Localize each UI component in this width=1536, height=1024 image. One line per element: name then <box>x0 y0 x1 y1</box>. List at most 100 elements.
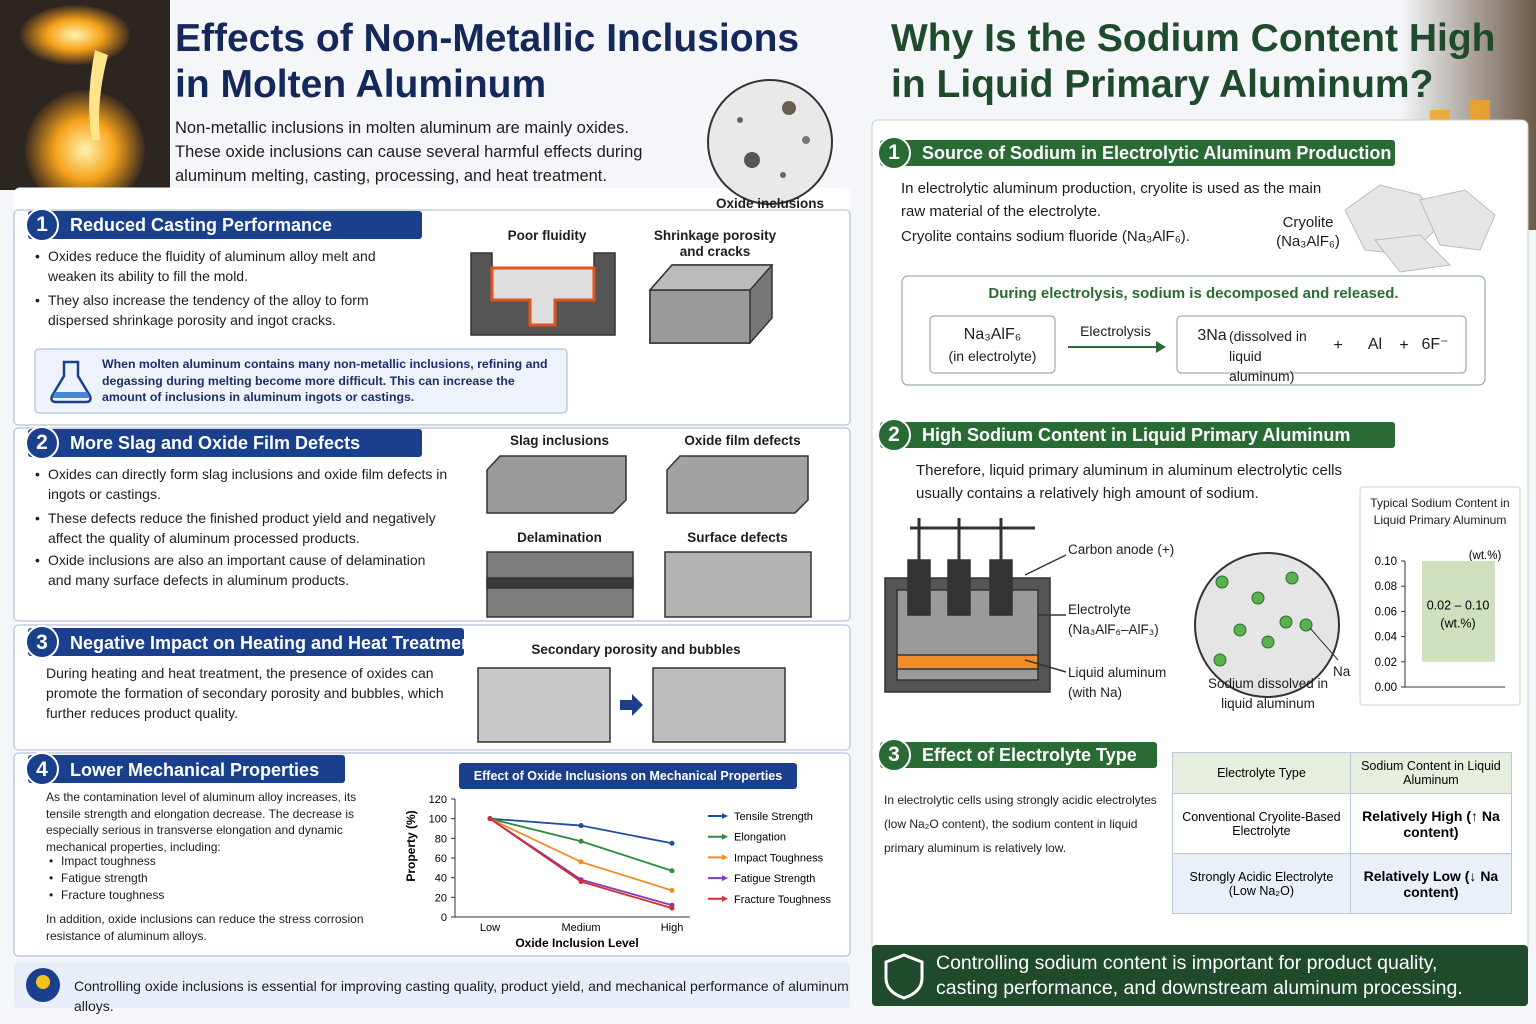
y-tick-label: 0.04 <box>1375 632 1398 644</box>
paragraph: In addition, oxide inclusions can reduce… <box>46 912 364 943</box>
image-label: Oxide film defects <box>684 433 801 448</box>
y-axis-label: Property (%) <box>404 810 418 881</box>
line-point <box>578 838 584 844</box>
chart-frame <box>459 763 797 789</box>
paragraph: Cryolite contains sodium fluoride (Na₃Al… <box>901 228 1190 245</box>
image-label: Oxide inclusions <box>715 196 825 211</box>
line-point <box>669 840 675 846</box>
image-label: Surface defects <box>687 530 788 545</box>
equation: (in electrolyte) <box>948 348 1037 364</box>
x-tick-label: Low <box>480 922 500 934</box>
value-label: (wt.%) <box>1440 616 1475 630</box>
note: When molten aluminum contains many non-m… <box>102 357 548 404</box>
title: in Liquid Primary Aluminum? <box>891 63 1434 106</box>
y-tick-label: 0.08 <box>1375 581 1397 593</box>
diagram-label: Carbon anode (+) <box>1068 542 1175 557</box>
diagram-label: Na <box>1333 664 1351 679</box>
chart-title: Typical Sodium Content in Liquid Primary… <box>1370 496 1510 527</box>
image-label: (Na₃AlF₆) <box>1276 233 1340 250</box>
table-cell: Strongly Acidic Electrolyte (Low Na₂O) <box>1172 853 1351 914</box>
title: Why Is the Sodium Content High <box>891 17 1496 60</box>
legend-label: Tensile Strength <box>734 811 813 823</box>
legend-label: Fatigue Strength <box>734 873 815 885</box>
y-tick-label: 0.06 <box>1375 606 1397 618</box>
value-label: 0.02 – 0.10 <box>1427 598 1490 612</box>
table-cell: Conventional Cryolite-Based Electrolyte <box>1172 793 1351 854</box>
y-tick-label: 0 <box>441 912 447 924</box>
bullet: Oxides can directly form slag inclusions… <box>35 465 448 504</box>
image-label: Shrinkage porosity and cracks <box>653 228 777 259</box>
x-tick-label: High <box>661 922 684 934</box>
table-cell: Relatively High (↑ Na content) <box>1349 793 1513 854</box>
y-tick-label: 0.10 <box>1375 556 1397 568</box>
title: Effects of Non-Metallic Inclusions <box>175 17 800 60</box>
line-point <box>578 823 584 829</box>
list-item: Fracture toughness <box>49 887 311 904</box>
section-number: 1 <box>36 213 48 236</box>
paragraph: As the contamination level of aluminum a… <box>46 790 357 854</box>
section-heading: Negative Impact on Heating and Heat Trea… <box>70 633 479 653</box>
list-item: Impact toughness <box>49 853 311 870</box>
bullet: They also increase the tendency of the a… <box>35 291 398 330</box>
intro: Non-metallic inclusions in molten alumin… <box>175 119 643 185</box>
right-panel <box>871 119 1529 1006</box>
legend-swatch <box>722 854 728 861</box>
defect-images <box>470 252 812 743</box>
equation: 6F⁻ <box>1421 336 1449 353</box>
paragraph: In electrolytic aluminum production, cry… <box>901 180 1322 220</box>
line-point <box>669 868 675 874</box>
section-heading: Source of Sodium in Electrolytic Aluminu… <box>922 143 1392 163</box>
line-point <box>669 905 675 911</box>
diagram-label: Sodium dissolved in liquid aluminum <box>1207 676 1329 711</box>
footer-text: Controlling sodium content is important … <box>936 952 1463 999</box>
image-label: Delamination <box>517 530 602 545</box>
section-number: 2 <box>36 431 48 454</box>
legend-label: Impact Toughness <box>734 852 824 864</box>
equation: Al <box>1367 336 1383 353</box>
legend-swatch <box>722 875 728 882</box>
legend-swatch <box>722 833 728 840</box>
equation: (dissolved in liquid aluminum) <box>1229 328 1307 384</box>
y-tick-label: 20 <box>435 892 447 904</box>
line-point <box>669 887 675 893</box>
range-bar <box>1422 561 1495 662</box>
footer-text: Controlling oxide inclusions is essentia… <box>74 978 849 1014</box>
section-number: 3 <box>888 743 900 766</box>
image-label: Poor fluidity <box>507 228 587 243</box>
section-number: 1 <box>888 141 900 164</box>
box-title: During electrolysis, sodium is decompose… <box>988 285 1399 302</box>
image-label: Secondary porosity and bubbles <box>531 642 741 657</box>
table-header: Sodium Content in Liquid Aluminum <box>1349 752 1513 794</box>
oxide-sample <box>707 79 833 205</box>
section-heading: Lower Mechanical Properties <box>70 760 320 780</box>
line-point <box>578 879 584 885</box>
y-tick-label: 80 <box>435 833 447 845</box>
section-number: 2 <box>888 423 900 446</box>
list-item: Fatigue strength <box>49 870 311 887</box>
section-heading: Reduced Casting Performance <box>70 215 333 235</box>
left-footer <box>14 962 850 1008</box>
left-headings <box>25 208 464 786</box>
x-tick-label: Medium <box>561 922 600 934</box>
chart-title: Effect of Oxide Inclusions on Mechanical… <box>474 769 782 783</box>
equation: + <box>1333 337 1343 354</box>
x-axis-label: Oxide Inclusion Level <box>515 936 638 950</box>
image-label: Cryolite <box>1282 214 1334 231</box>
legend-label: Fracture Toughness <box>734 894 832 906</box>
diagram-label: Electrolyte (Na₃AlF₆–AlF₃) <box>1068 602 1159 637</box>
y-tick-label: 60 <box>435 853 447 865</box>
line-point <box>487 816 493 822</box>
y-tick-label: 120 <box>429 794 447 806</box>
diagram-label: Liquid aluminum (with Na) <box>1068 665 1167 700</box>
unit-label: (wt.%) <box>1469 550 1502 562</box>
bullet: These defects reduce the finished produc… <box>35 509 448 548</box>
bullet: Oxides reduce the fluidity of aluminum a… <box>35 247 378 286</box>
equation: Electrolysis <box>1080 323 1151 339</box>
electrolyte-table: Electrolyte Type Sodium Content in Liquid… <box>1172 752 1513 914</box>
flask-icon <box>50 360 92 404</box>
table-cell: Relatively Low (↓ Na content) <box>1349 853 1513 914</box>
y-tick-label: 40 <box>435 873 447 885</box>
legend-label: Elongation <box>734 832 786 844</box>
